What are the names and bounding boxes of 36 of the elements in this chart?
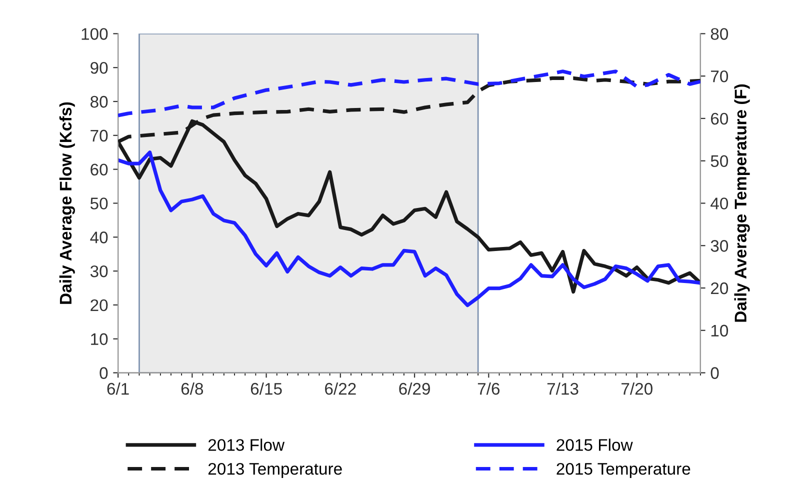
y2-tick-label: 0 <box>710 367 719 379</box>
y-tick-label: 90 <box>90 62 108 74</box>
line-series <box>118 150 700 308</box>
legend-label: 2015 Flow <box>556 438 633 451</box>
y2-tick-label: 70 <box>711 70 728 82</box>
x-tick-label: 6/29 <box>399 382 430 395</box>
y2-tick-label: 40 <box>710 198 728 210</box>
y-tick-label: 30 <box>90 265 108 278</box>
y-tick-label: 100 <box>82 28 108 40</box>
y-tick-label: 10 <box>91 333 108 346</box>
y2-tick-label: 50 <box>710 155 728 168</box>
y2-tick-label: 60 <box>711 112 728 125</box>
y-tick-label: 50 <box>90 198 108 210</box>
x-tick-label: 6/8 <box>181 382 204 395</box>
y2-tick-label: 20 <box>710 282 728 294</box>
x-tick-label: 7/6 <box>478 382 500 395</box>
y2-tick-label: 30 <box>710 240 728 252</box>
x-tick-label: 6/1 <box>107 382 129 395</box>
x-tick-label: 7/13 <box>547 382 578 395</box>
x-tick-label: 6/22 <box>325 382 356 395</box>
y-tick-label: 20 <box>90 299 108 312</box>
legend-label: 2013 Flow <box>208 438 285 451</box>
x-tick-label: 7/20 <box>622 382 652 395</box>
y-tick-label: 0 <box>100 367 108 379</box>
legend-label: 2015 Temperature <box>556 462 690 478</box>
y-tick-label: 80 <box>90 96 108 108</box>
y2-axis-title: Daily Average Temperature (F) <box>734 84 750 322</box>
x-tick-label: 6/15 <box>250 382 282 395</box>
y2-tick-label: 10 <box>711 324 728 337</box>
y-tick-label: 40 <box>90 232 108 244</box>
y-tick-label: 60 <box>90 164 108 176</box>
legend-label: 2013 Temperature <box>208 462 342 478</box>
line-series <box>118 70 700 118</box>
y-axis-title: Daily Average Flow (Kcfs) <box>59 102 75 304</box>
y-tick-label: 70 <box>90 130 108 142</box>
y2-tick-label: 80 <box>710 28 728 40</box>
